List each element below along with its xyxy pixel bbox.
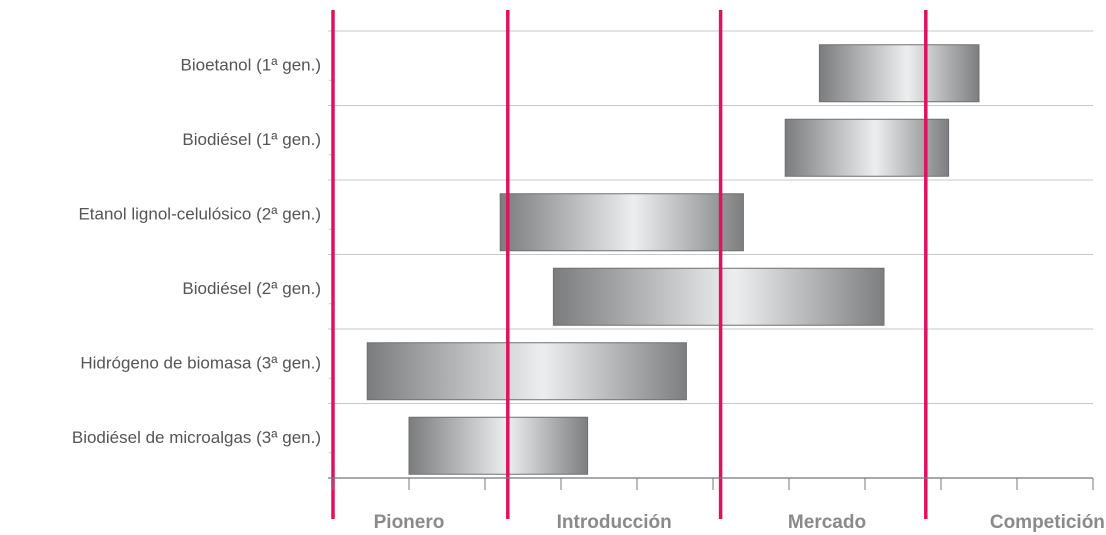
phase-label: Mercado: [788, 512, 866, 533]
range-bar: [366, 342, 687, 401]
range-bar: [499, 193, 744, 252]
range-bar: [552, 267, 885, 326]
phase-label: Competición: [990, 512, 1105, 533]
category-label: Hidrógeno de biomasa (3ª gen.): [80, 354, 321, 373]
category-label: Biodiésel de microalgas (3ª gen.): [72, 428, 321, 447]
x-axis: [328, 477, 1094, 490]
category-label: Etanol lignol-celulósico (2ª gen.): [78, 205, 321, 224]
range-bar: [818, 44, 980, 103]
phase-label: Introducción: [557, 512, 672, 533]
category-label: Biodiésel (1ª gen.): [182, 130, 321, 149]
category-label: Biodiésel (2ª gen.): [182, 279, 321, 298]
range-bar: [408, 416, 589, 475]
phase-label: Pionero: [374, 512, 445, 533]
phase-labels: Pionero Introducción Mercado Competición: [374, 512, 1105, 533]
bars-layer: [366, 44, 980, 475]
category-labels: Bioetanol (1ª gen.) Biodiésel (1ª gen.) Et…: [72, 56, 321, 448]
range-bar: [784, 118, 950, 177]
category-label: Bioetanol (1ª gen.): [181, 56, 322, 75]
grid-layer: [328, 30, 1093, 454]
phase-boundary-layer: [331, 10, 928, 519]
